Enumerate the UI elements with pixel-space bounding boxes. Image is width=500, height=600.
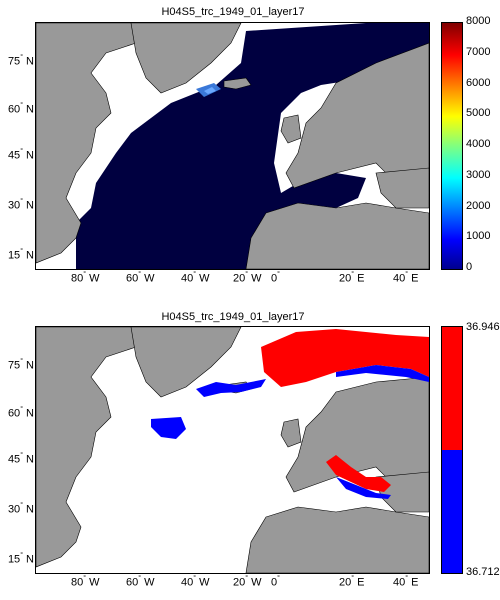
africa-land	[245, 202, 429, 269]
top-map-title: H04S5_trc_1949_01_layer17	[161, 6, 305, 18]
mediterranean-high	[326, 455, 391, 492]
top-colorbar-ticks: 0 1000 2000 3000 4000 5000 6000 7000 8000	[466, 15, 500, 273]
lon-tick-label: 40° W	[181, 575, 210, 589]
lon-tick-label: 20° W	[233, 271, 262, 285]
lon-tick-label: 60° W	[126, 575, 155, 589]
lon-tick-label: 80° W	[71, 575, 100, 589]
colorbar-tick-label: 2000	[466, 199, 491, 212]
colorbar-tick-label: 4000	[466, 138, 491, 150]
colorbar-tick-label: 0	[466, 261, 473, 273]
mediterranean-low	[336, 477, 391, 499]
lat-tick-label: 75° N	[7, 358, 34, 372]
greenland-land	[130, 327, 242, 398]
colorbar-tick-label: 8000	[466, 15, 491, 27]
lon-tick-label: 40° E	[393, 271, 419, 285]
lon-tick-label: 40° E	[393, 575, 419, 589]
colorbar-tick-label: 6000	[466, 76, 491, 89]
africa-land	[245, 506, 429, 573]
colorbar-tick-label: 5000	[466, 107, 491, 120]
lon-tick-label: 20° W	[233, 575, 262, 589]
lon-tick-label: 0°	[271, 575, 280, 589]
iceland-land	[223, 77, 252, 90]
high-value-region	[261, 329, 429, 387]
top-colorbar	[441, 22, 463, 270]
bottom-map-title: H04S5_trc_1949_01_layer17	[161, 311, 305, 323]
lat-tick-label: 60° N	[7, 406, 34, 420]
lon-tick-label: 60° W	[126, 271, 155, 285]
lon-tick-label: 20° E	[339, 575, 365, 589]
north-america-land	[36, 23, 157, 264]
ocean-field	[76, 23, 429, 269]
lat-tick-label: 30° N	[7, 198, 34, 212]
lat-tick-label: 15° N	[7, 552, 34, 566]
colorbar-tick-label: 3000	[466, 168, 491, 181]
colorbar-tick-label: 7000	[466, 45, 491, 58]
lon-tick-label: 0°	[271, 271, 280, 285]
lat-tick-label: 60° N	[7, 102, 34, 116]
colorbar-tick-label: 1000	[466, 230, 491, 243]
bottom-map	[35, 326, 430, 574]
bottom-colorbar-top-label: 36.946	[466, 321, 500, 333]
lon-tick-label: 80° W	[71, 271, 100, 285]
bottom-colorbar-bottom-label: 36.712	[466, 566, 500, 578]
lon-tick-label: 40° W	[181, 271, 210, 285]
lat-tick-label: 45° N	[7, 452, 34, 466]
lat-tick-label: 15° N	[7, 248, 34, 262]
bottom-colorbar	[441, 326, 463, 574]
north-america-land	[36, 327, 157, 568]
lat-tick-label: 45° N	[7, 148, 34, 162]
top-map	[35, 22, 430, 270]
lon-tick-label: 20° E	[339, 271, 365, 285]
lat-tick-label: 75° N	[7, 54, 34, 68]
lat-tick-label: 30° N	[7, 502, 34, 516]
greenland-land	[130, 23, 242, 94]
low-value-region	[196, 379, 266, 397]
